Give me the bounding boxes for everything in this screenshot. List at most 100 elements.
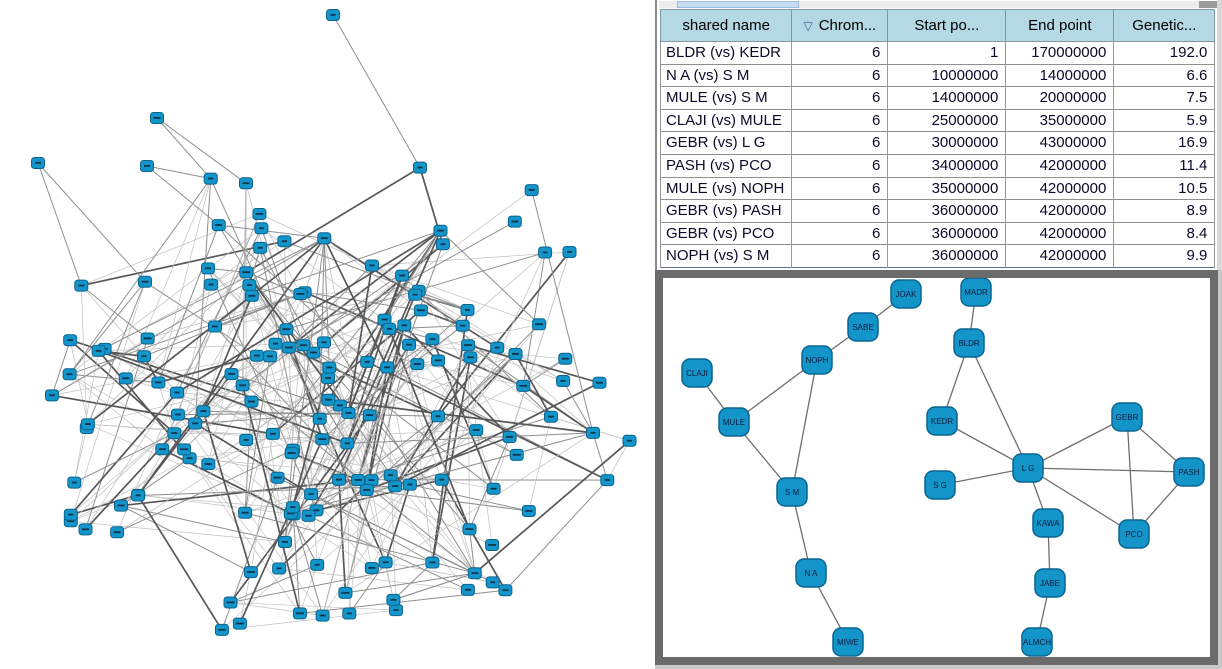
network-node[interactable] bbox=[272, 562, 287, 575]
network-node[interactable] bbox=[402, 478, 417, 491]
network-edge[interactable] bbox=[347, 432, 594, 444]
network-node[interactable] bbox=[293, 288, 308, 300]
network-edge[interactable] bbox=[85, 338, 149, 530]
network-edge[interactable] bbox=[562, 380, 594, 434]
table-row[interactable]: BLDR (vs) KEDR 6 1 170000000 192.0 bbox=[659, 41, 1216, 65]
network-edge[interactable] bbox=[300, 290, 419, 295]
network-edge[interactable] bbox=[156, 117, 212, 179]
column-header-1[interactable]: ▽ Chrom... bbox=[791, 9, 889, 42]
network-edge[interactable] bbox=[1126, 416, 1135, 535]
network-edge[interactable] bbox=[81, 213, 260, 286]
network-edge[interactable] bbox=[319, 238, 325, 419]
network-edge[interactable] bbox=[437, 251, 571, 417]
network-node[interactable]: CLAJI bbox=[681, 358, 713, 388]
network-edge[interactable] bbox=[606, 440, 630, 481]
network-edge[interactable] bbox=[288, 346, 439, 418]
network-node[interactable]: MIWE bbox=[832, 627, 864, 657]
network-edge[interactable] bbox=[86, 281, 146, 429]
table-cell[interactable]: 36000000 bbox=[887, 199, 1007, 223]
network-edge[interactable] bbox=[51, 340, 71, 396]
table-cell[interactable]: 8.4 bbox=[1113, 221, 1216, 245]
network-edge[interactable] bbox=[408, 344, 476, 574]
network-edge[interactable] bbox=[474, 440, 631, 574]
table-cell[interactable]: MULE (vs) S M bbox=[659, 86, 793, 110]
network-node[interactable] bbox=[315, 433, 330, 446]
network-node[interactable] bbox=[278, 536, 292, 548]
network-edge[interactable] bbox=[290, 432, 594, 514]
network-edge[interactable] bbox=[74, 432, 175, 484]
network-edge[interactable] bbox=[288, 230, 442, 349]
network-edge[interactable] bbox=[414, 294, 564, 382]
network-edge[interactable] bbox=[146, 165, 220, 226]
network-node[interactable] bbox=[408, 288, 423, 301]
network-edge[interactable] bbox=[70, 520, 286, 543]
network-edge[interactable] bbox=[250, 433, 274, 573]
network-edge[interactable] bbox=[284, 240, 468, 311]
network-node[interactable] bbox=[150, 112, 164, 124]
network-edge[interactable] bbox=[244, 449, 294, 514]
network-edge[interactable] bbox=[291, 292, 305, 454]
network-edge[interactable] bbox=[73, 427, 88, 483]
network-node[interactable] bbox=[238, 506, 253, 519]
network-edge[interactable] bbox=[1027, 416, 1128, 469]
network-node[interactable] bbox=[285, 501, 300, 514]
table-cell[interactable]: 6 bbox=[791, 41, 889, 65]
table-row[interactable]: N A (vs) S M 6 10000000 14000000 6.6 bbox=[659, 63, 1216, 87]
network-node[interactable] bbox=[78, 523, 93, 536]
network-edge[interactable] bbox=[284, 238, 325, 543]
network-edge[interactable] bbox=[138, 485, 396, 496]
network-edge[interactable] bbox=[137, 295, 253, 496]
network-edge[interactable] bbox=[256, 355, 286, 543]
network-node[interactable] bbox=[214, 623, 229, 636]
table-cell[interactable]: 36000000 bbox=[887, 244, 1007, 268]
table-cell[interactable]: 10.5 bbox=[1113, 176, 1216, 200]
network-node[interactable] bbox=[208, 320, 222, 333]
network-edge[interactable] bbox=[418, 290, 564, 382]
network-edge[interactable] bbox=[37, 162, 82, 286]
network-node[interactable] bbox=[460, 583, 475, 596]
table-cell[interactable]: 25000000 bbox=[887, 108, 1007, 132]
network-node[interactable] bbox=[365, 259, 379, 272]
network-node[interactable] bbox=[485, 576, 500, 589]
network-node[interactable]: SABE bbox=[847, 312, 879, 342]
network-node[interactable] bbox=[232, 617, 247, 630]
network-node[interactable] bbox=[306, 346, 321, 359]
network-edge[interactable] bbox=[592, 432, 608, 481]
network-node[interactable] bbox=[301, 509, 316, 522]
network-edge[interactable] bbox=[291, 367, 331, 508]
network-node[interactable]: JOAK bbox=[890, 279, 922, 309]
network-edge[interactable] bbox=[316, 415, 439, 511]
network-edge[interactable] bbox=[244, 356, 271, 513]
network-edge[interactable] bbox=[69, 340, 89, 425]
network-node[interactable] bbox=[239, 266, 254, 279]
network-node[interactable] bbox=[322, 361, 337, 374]
network-edge[interactable] bbox=[261, 228, 439, 361]
network-edge[interactable] bbox=[69, 373, 175, 434]
network-edge[interactable] bbox=[968, 342, 1029, 469]
network-node[interactable] bbox=[586, 426, 600, 439]
network-node[interactable] bbox=[62, 368, 77, 381]
network-edge[interactable] bbox=[348, 412, 392, 476]
network-node[interactable] bbox=[463, 351, 478, 364]
network-edge[interactable] bbox=[275, 343, 476, 574]
network-node[interactable] bbox=[498, 584, 513, 597]
table-cell[interactable]: 9.9 bbox=[1113, 244, 1216, 268]
network-node[interactable] bbox=[485, 539, 500, 551]
network-node[interactable] bbox=[45, 389, 59, 402]
table-cell[interactable]: GEBR (vs) L G bbox=[659, 131, 793, 155]
network-node[interactable] bbox=[516, 379, 531, 392]
table-cell[interactable]: 42000000 bbox=[1005, 244, 1115, 268]
network-edge[interactable] bbox=[183, 449, 280, 569]
table-cell[interactable]: 1 bbox=[887, 41, 1007, 65]
network-edge[interactable] bbox=[275, 343, 312, 495]
network-node[interactable] bbox=[140, 160, 154, 172]
network-node[interactable] bbox=[310, 558, 325, 571]
network-edge[interactable] bbox=[344, 344, 410, 594]
network-node[interactable] bbox=[239, 434, 254, 446]
network-node[interactable] bbox=[600, 474, 615, 487]
network-edge[interactable] bbox=[138, 494, 294, 515]
network-edge[interactable] bbox=[394, 382, 600, 487]
network-edge[interactable] bbox=[214, 326, 359, 481]
network-edge[interactable] bbox=[431, 309, 469, 563]
table-cell[interactable]: 42000000 bbox=[1005, 221, 1115, 245]
